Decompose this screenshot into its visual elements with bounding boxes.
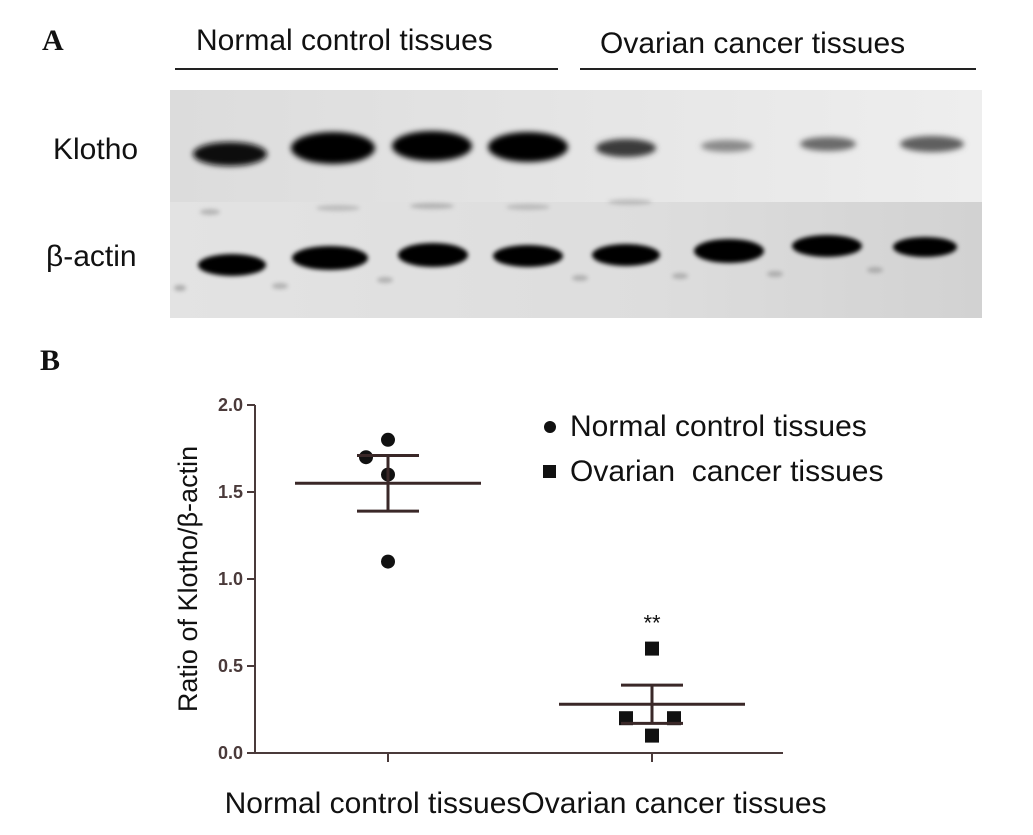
y-tick-label: 1.0 — [218, 569, 243, 589]
mean-sem-bars: ** — [295, 453, 745, 725]
x-tick-label: Ovarian cancer tissues — [521, 787, 826, 820]
klotho-band-6 — [701, 140, 753, 152]
actin-band-1 — [198, 254, 266, 276]
legend-label: Normal control tissues — [570, 410, 867, 443]
scatter-chart: 0.00.51.01.52.0 Normal control tissues Ov… — [173, 395, 883, 820]
y-tick-label: 2.0 — [218, 395, 243, 415]
actin-band-6 — [694, 239, 764, 263]
row-label-beta-actin: β-actin — [46, 240, 137, 273]
actin-band-5 — [592, 244, 660, 266]
actin-band-2 — [292, 246, 368, 270]
data-points — [359, 432, 681, 743]
y-ticks: 0.0 0.5 1.0 1.5 2.0 — [218, 395, 255, 763]
panel-b-letter: B — [40, 344, 61, 377]
y-tick-label: 1.5 — [218, 482, 243, 502]
faint-streaks — [200, 199, 652, 215]
legend-marker-circle — [544, 421, 556, 433]
western-blot-image — [170, 90, 982, 318]
klotho-band-2 — [291, 132, 375, 164]
row-label-klotho: Klotho — [53, 133, 139, 166]
klotho-bands — [193, 131, 964, 166]
klotho-band-4 — [488, 132, 568, 162]
beta-actin-bands — [198, 235, 957, 276]
y-axis-label: Ratio of Klotho/β-actin — [173, 446, 203, 712]
klotho-band-8 — [900, 136, 964, 152]
actin-band-7 — [792, 235, 862, 257]
legend-marker-square — [543, 465, 556, 478]
point-normal-control — [381, 554, 395, 569]
point-ovarian-cancer — [667, 711, 681, 726]
x-tick-label: Normal control tissues — [225, 787, 522, 820]
header-normal-control: Normal control tissues — [196, 24, 493, 57]
legend-label: Ovarian cancer tissues — [570, 455, 883, 488]
point-ovarian-cancer — [645, 728, 659, 743]
actin-band-3 — [398, 243, 468, 267]
point-normal-control — [359, 450, 373, 465]
klotho-band-1 — [193, 142, 267, 166]
header-normal-underline — [175, 68, 558, 70]
header-ovarian-cancer: Ovarian cancer tissues — [600, 27, 906, 60]
klotho-band-3 — [392, 131, 472, 161]
y-tick-label: 0.0 — [218, 743, 243, 763]
actin-band-4 — [493, 245, 563, 267]
actin-band-8 — [893, 237, 957, 257]
point-normal-control — [381, 432, 395, 447]
legend: Normal control tissues Ovarian cancer tis… — [543, 410, 883, 488]
point-ovarian-cancer — [619, 711, 633, 726]
klotho-band-7 — [800, 137, 856, 151]
point-ovarian-cancer — [645, 641, 659, 656]
significance-marker: ** — [643, 611, 661, 636]
klotho-band-5 — [596, 139, 656, 157]
panel-a-letter: A — [42, 24, 64, 57]
blot-background-bottom — [170, 202, 982, 318]
header-ovarian-underline — [580, 68, 976, 70]
x-category-labels: Normal control tissues Ovarian cancer tis… — [225, 753, 827, 820]
blot-specks — [174, 267, 883, 291]
y-tick-label: 0.5 — [218, 656, 243, 676]
